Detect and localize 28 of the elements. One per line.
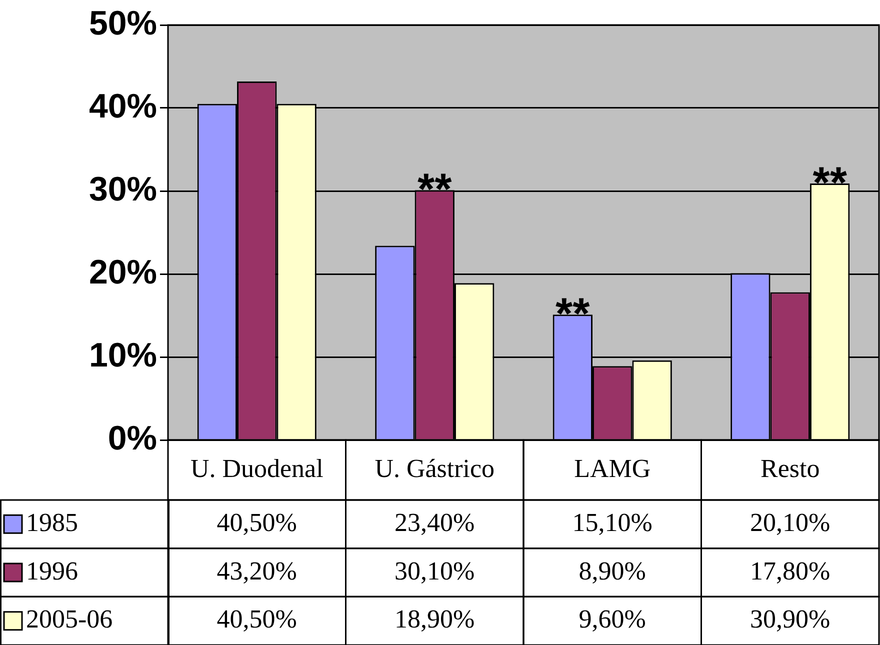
data-label: 40,50% <box>216 604 297 634</box>
data-label: 8,90% <box>578 556 646 586</box>
y-tick-label: 10% <box>88 336 157 374</box>
data-label: 43,20% <box>216 556 297 586</box>
y-tick-label: 20% <box>88 253 157 292</box>
data-label: 9,60% <box>578 604 646 634</box>
legend-label: 1985 <box>26 508 78 537</box>
data-label: 18,90% <box>394 604 475 634</box>
data-label: 17,80% <box>750 556 830 586</box>
data-label: 20,10% <box>750 508 830 537</box>
annotation: ** <box>556 290 591 339</box>
data-label: 40,50% <box>216 508 297 537</box>
legend-label: 1996 <box>26 556 78 586</box>
y-tick-label: 0% <box>108 419 157 458</box>
legend-label: 2005-06 <box>26 604 113 634</box>
data-label: 23,40% <box>394 508 475 537</box>
data-label: 30,10% <box>394 556 475 586</box>
y-tick-label: 30% <box>88 170 157 208</box>
x-tick-label: Resto <box>760 454 820 483</box>
x-tick-label: U. Duodenal <box>190 454 324 483</box>
annotation: ** <box>812 158 848 208</box>
x-tick-label: U. Gástrico <box>374 454 495 483</box>
annotation: ** <box>418 165 453 214</box>
x-tick-label: LAMG <box>574 454 651 483</box>
y-tick-label: 50% <box>88 4 157 42</box>
data-label: 30,90% <box>750 604 830 634</box>
data-label: 15,10% <box>572 508 652 537</box>
y-tick-label: 40% <box>88 87 157 126</box>
